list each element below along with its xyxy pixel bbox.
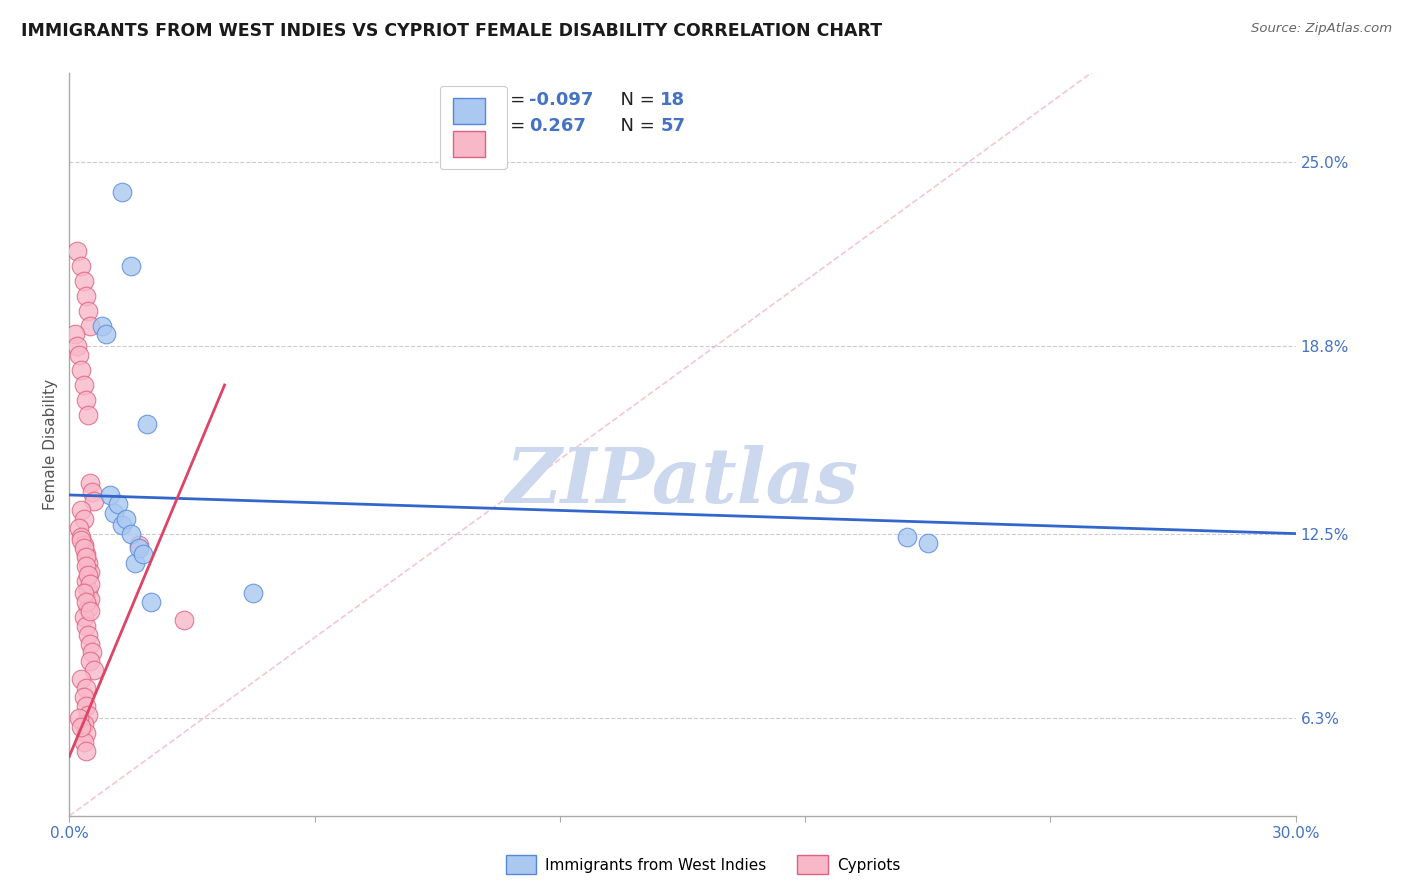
Text: R =: R = (492, 118, 537, 136)
Point (70, 672, 93, 686)
Point (79, 654, 101, 668)
Text: 18: 18 (661, 91, 686, 109)
Point (66, 339, 89, 353)
Text: Source: ZipAtlas.com: Source: ZipAtlas.com (1251, 22, 1392, 36)
Point (75, 574, 97, 589)
Point (72, 539, 94, 553)
Point (135, 417, 157, 431)
Point (128, 539, 150, 553)
Point (75, 289, 97, 303)
Point (70, 530, 93, 544)
Point (76, 707, 98, 722)
Point (103, 506, 125, 520)
Point (79, 636, 101, 650)
Text: 57: 57 (661, 118, 685, 136)
Point (72, 716, 94, 731)
Point (72, 512, 94, 526)
Point (79, 577, 101, 591)
Text: -0.097: -0.097 (529, 91, 593, 109)
Point (173, 613, 195, 627)
Point (107, 497, 129, 511)
Point (72, 734, 94, 748)
Point (917, 535, 939, 549)
Point (76, 408, 98, 422)
Point (76, 627, 98, 641)
Text: 0.267: 0.267 (529, 118, 586, 136)
Point (80, 485, 103, 500)
Point (242, 586, 264, 600)
Point (128, 541, 150, 556)
Point (79, 476, 101, 491)
Point (65, 327, 87, 342)
Point (75, 559, 97, 574)
Point (111, 185, 134, 199)
Point (98, 488, 121, 502)
Point (79, 591, 101, 606)
Point (75, 392, 97, 407)
Point (72, 586, 94, 600)
Point (132, 548, 155, 562)
Point (75, 681, 97, 695)
Point (69, 348, 91, 362)
Point (111, 517, 134, 532)
Point (76, 568, 98, 582)
Text: ZIPatlas: ZIPatlas (506, 444, 859, 518)
Text: N =: N = (609, 91, 661, 109)
Point (79, 566, 101, 580)
Point (75, 725, 97, 739)
Legend: , : , (440, 86, 506, 169)
Point (80, 645, 103, 659)
Legend: Immigrants from West Indies, Cypriots: Immigrants from West Indies, Cypriots (499, 849, 907, 880)
Point (72, 378, 94, 392)
Point (76, 557, 98, 571)
Point (72, 541, 94, 556)
Point (120, 259, 142, 273)
Point (79, 318, 101, 333)
Point (83, 494, 105, 508)
Y-axis label: Female Disability: Female Disability (44, 379, 58, 510)
Text: IMMIGRANTS FROM WEST INDIES VS CYPRIOT FEMALE DISABILITY CORRELATION CHART: IMMIGRANTS FROM WEST INDIES VS CYPRIOT F… (21, 22, 882, 40)
Point (75, 595, 97, 609)
Point (75, 548, 97, 562)
Point (69, 711, 91, 725)
Point (76, 600, 98, 615)
Point (72, 609, 94, 624)
Point (83, 663, 105, 677)
Point (75, 618, 97, 632)
Point (70, 259, 93, 273)
Point (94, 327, 117, 342)
Point (120, 526, 142, 541)
Point (72, 690, 94, 704)
Point (896, 530, 918, 544)
Point (79, 604, 101, 618)
Point (66, 244, 89, 259)
Text: N =: N = (609, 118, 661, 136)
Point (70, 503, 93, 517)
Point (70, 363, 93, 377)
Point (75, 698, 97, 713)
Point (72, 274, 94, 288)
Point (124, 557, 146, 571)
Point (70, 533, 93, 547)
Point (90, 318, 112, 333)
Text: R =: R = (492, 91, 531, 109)
Point (75, 550, 97, 565)
Point (115, 512, 138, 526)
Point (75, 743, 97, 757)
Point (70, 720, 93, 734)
Point (139, 595, 162, 609)
Point (76, 303, 98, 318)
Point (69, 521, 91, 535)
Point (76, 582, 98, 597)
